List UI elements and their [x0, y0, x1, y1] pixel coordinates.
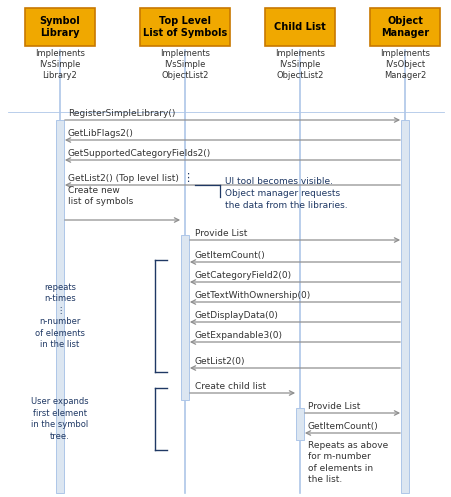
Text: GetTextWithOwnership(0): GetTextWithOwnership(0) [194, 291, 311, 300]
Text: Create new
list of symbols: Create new list of symbols [68, 186, 133, 206]
Text: RegisterSimpleLibrary(): RegisterSimpleLibrary() [68, 109, 175, 118]
Bar [295, 408, 304, 440]
Text: Object
Manager: Object Manager [380, 16, 428, 38]
Text: ⋮: ⋮ [182, 173, 193, 183]
Text: Implements
IVsSimple
ObjectList2: Implements IVsSimple ObjectList2 [274, 49, 324, 80]
Text: GetList2(0): GetList2(0) [194, 357, 245, 366]
Text: GetLibFlags2(): GetLibFlags2() [68, 129, 133, 138]
Text: Provide List: Provide List [194, 229, 247, 238]
Text: GetExpandable3(0): GetExpandable3(0) [194, 331, 282, 340]
Bar [369, 8, 439, 46]
Text: repeats
n-times
⋮
n-number
of elements
in the list: repeats n-times ⋮ n-number of elements i… [35, 283, 85, 349]
Text: GetDisplayData(0): GetDisplayData(0) [194, 311, 278, 320]
Text: User expands
first element
in the symbol
tree.: User expands first element in the symbol… [31, 397, 88, 441]
Bar [56, 120, 64, 493]
Text: Implements
IVsSimple
ObjectList2: Implements IVsSimple ObjectList2 [160, 49, 210, 80]
Text: Provide List: Provide List [307, 402, 359, 411]
Text: Implements
IVsSimple
Library2: Implements IVsSimple Library2 [35, 49, 85, 80]
Text: GetSupportedCategoryFields2(): GetSupportedCategoryFields2() [68, 149, 211, 158]
Text: Top Level
List of Symbols: Top Level List of Symbols [143, 16, 226, 38]
Bar [140, 8, 230, 46]
Bar [180, 235, 189, 400]
Bar [25, 8, 95, 46]
Text: GetList2() (Top level list): GetList2() (Top level list) [68, 174, 179, 183]
Text: Child List: Child List [273, 22, 325, 32]
Text: Repeats as above
for m-number
of elements in
the list.: Repeats as above for m-number of element… [307, 441, 387, 485]
Bar [400, 120, 408, 493]
Bar [264, 8, 334, 46]
Text: UI tool becomes visible.
Object manager requests
the data from the libraries.: UI tool becomes visible. Object manager … [225, 177, 347, 210]
Text: Create child list: Create child list [194, 382, 266, 391]
Text: GetCategoryField2(0): GetCategoryField2(0) [194, 271, 291, 280]
Text: Symbol
Library: Symbol Library [40, 16, 80, 38]
Text: GetItemCount(): GetItemCount() [194, 251, 265, 260]
Text: Implements
IVsObject
Manager2: Implements IVsObject Manager2 [379, 49, 429, 80]
Text: GetItemCount(): GetItemCount() [307, 422, 378, 431]
